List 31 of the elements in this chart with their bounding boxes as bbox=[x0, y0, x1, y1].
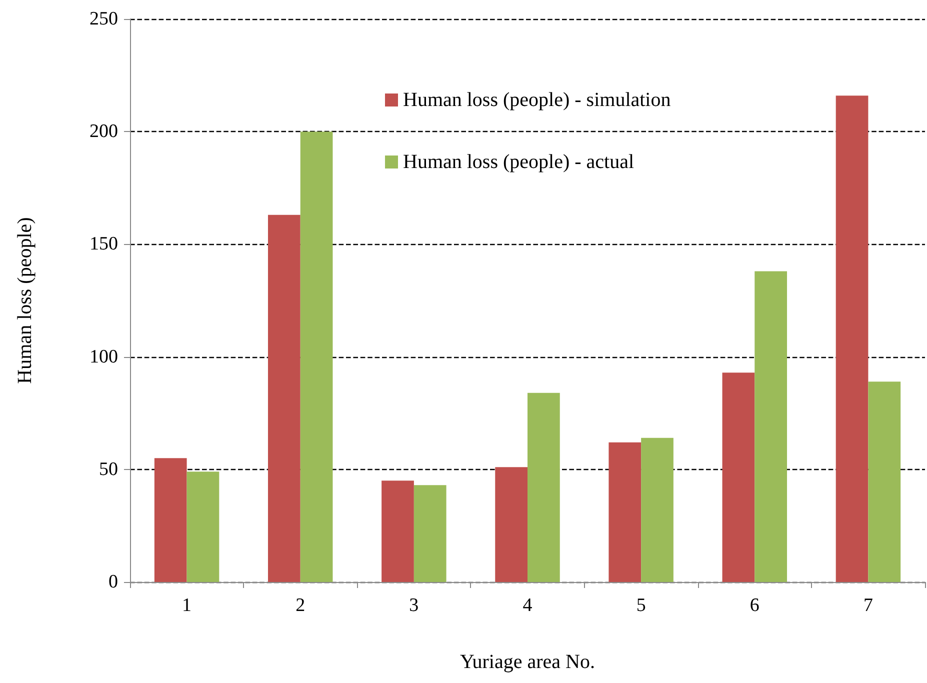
bar bbox=[528, 392, 560, 582]
y-tick-label: 200 bbox=[90, 121, 118, 142]
x-tick-label: 5 bbox=[636, 595, 646, 616]
x-tick-label: 7 bbox=[863, 595, 873, 616]
x-tick-label: 6 bbox=[750, 595, 760, 616]
y-tick-label: 250 bbox=[90, 8, 118, 30]
y-tick-label: 100 bbox=[90, 346, 118, 368]
bar bbox=[382, 480, 414, 582]
bar bbox=[268, 214, 300, 582]
bar bbox=[641, 438, 674, 582]
bar bbox=[754, 271, 788, 582]
y-tick-label: 0 bbox=[108, 572, 118, 592]
x-tick-label: 1 bbox=[182, 595, 192, 616]
x-tick-label: 3 bbox=[409, 595, 419, 616]
bar bbox=[154, 458, 187, 582]
bar bbox=[495, 467, 528, 582]
bar bbox=[608, 442, 642, 582]
bar bbox=[836, 96, 868, 582]
y-tick-label: 150 bbox=[90, 234, 118, 255]
y-tick-label: 50 bbox=[99, 458, 118, 480]
bar bbox=[300, 132, 333, 582]
y-axis-title: Human loss (people) bbox=[14, 217, 36, 384]
x-tick-label: 4 bbox=[522, 595, 533, 616]
bar bbox=[722, 372, 755, 582]
bar bbox=[186, 472, 220, 582]
x-tick-label: 2 bbox=[296, 595, 306, 616]
legend-label: Human loss (people) - actual bbox=[403, 151, 634, 173]
bar bbox=[868, 382, 901, 582]
legend-label: Human loss (people) - simulation bbox=[403, 89, 671, 111]
bar bbox=[414, 485, 446, 582]
x-axis-title: Yuriage area No. bbox=[460, 651, 595, 673]
